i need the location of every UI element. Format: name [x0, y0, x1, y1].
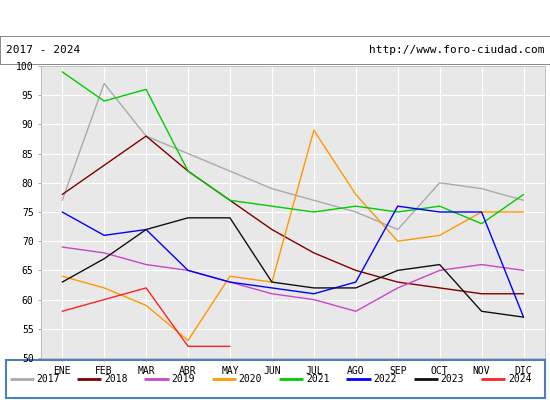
Text: 2024: 2024 [508, 374, 532, 384]
Text: 2023: 2023 [441, 374, 464, 384]
Text: 2017 - 2024: 2017 - 2024 [6, 45, 80, 55]
Text: 2017: 2017 [36, 374, 60, 384]
Text: 2021: 2021 [306, 374, 329, 384]
Text: 2018: 2018 [104, 374, 128, 384]
Text: 2020: 2020 [239, 374, 262, 384]
Text: http://www.foro-ciudad.com: http://www.foro-ciudad.com [369, 45, 544, 55]
Text: 2022: 2022 [373, 374, 397, 384]
Text: Evolucion del paro registrado en El Almendro: Evolucion del paro registrado en El Alme… [91, 11, 459, 25]
Text: 2019: 2019 [171, 374, 195, 384]
